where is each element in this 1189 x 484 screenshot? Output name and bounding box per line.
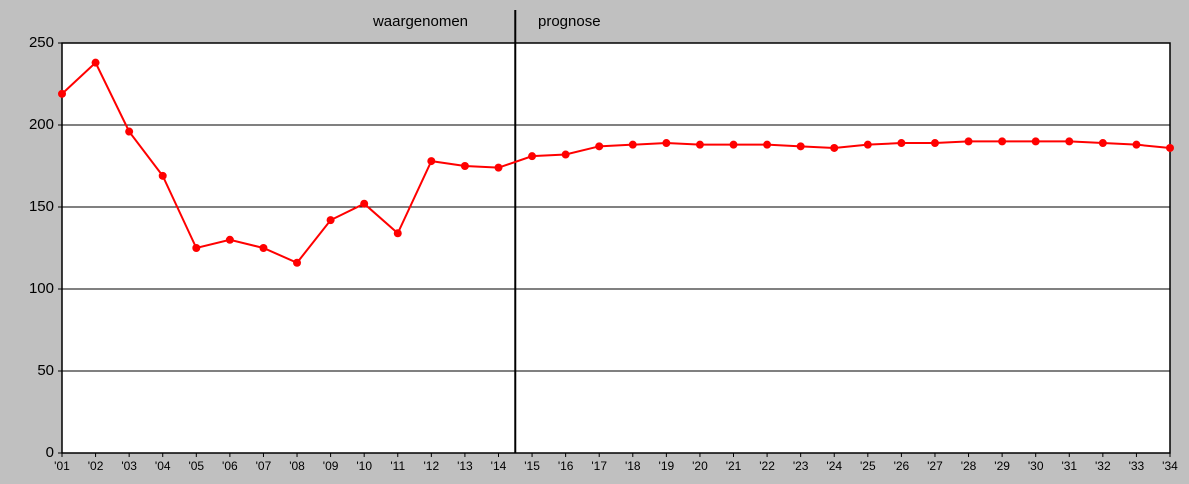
point	[360, 199, 369, 208]
x-tick-label: '32	[1095, 459, 1111, 473]
x-tick-label: '31	[1061, 459, 1077, 473]
point	[796, 142, 805, 151]
x-tick-label: '05	[188, 459, 204, 473]
x-tick-label: '01	[54, 459, 70, 473]
point	[1166, 143, 1174, 152]
annotation: waargenomen	[372, 13, 468, 30]
x-tick-label: '26	[894, 459, 910, 473]
point	[729, 140, 738, 149]
point	[259, 244, 268, 252]
x-tick-label: '07	[256, 459, 272, 473]
x-tick-label: '13	[457, 459, 473, 473]
x-tick-label: '09	[323, 459, 339, 473]
x-tick-label: '11	[390, 459, 405, 473]
point	[1065, 137, 1074, 146]
point	[192, 244, 201, 252]
x-tick-label: '16	[558, 459, 574, 473]
point	[326, 216, 335, 225]
point	[561, 150, 570, 159]
plot-area	[62, 43, 1170, 453]
x-tick-label: '18	[625, 459, 641, 473]
point	[662, 139, 671, 148]
x-tick-label: '03	[121, 459, 137, 473]
x-tick-label: '19	[659, 459, 675, 473]
x-tick-label: '14	[491, 459, 507, 473]
x-tick-label: '17	[591, 459, 607, 473]
x-tick-label: '27	[927, 459, 943, 473]
x-tick-label: '22	[759, 459, 775, 473]
x-tick-label: '08	[289, 459, 305, 473]
point	[930, 139, 939, 148]
y-tick-label: 250	[29, 34, 54, 51]
x-tick-label: '20	[692, 459, 708, 473]
x-tick-label: '04	[155, 459, 171, 473]
point	[293, 258, 302, 267]
x-tick-label: '33	[1129, 459, 1145, 473]
plot-border	[61, 42, 1171, 454]
point	[393, 229, 402, 238]
y-tick-label: 150	[29, 198, 54, 215]
x-tick-label: '02	[88, 459, 104, 473]
x-tick-label: '06	[222, 459, 238, 473]
line	[61, 61, 1171, 264]
x-tick-label: '21	[726, 459, 742, 473]
y-tick-label: 100	[29, 280, 54, 297]
point	[595, 142, 604, 151]
annotation: prognose	[538, 13, 601, 30]
point	[695, 140, 704, 149]
point	[897, 139, 906, 148]
y-tick-label: 50	[37, 362, 54, 379]
x-tick-label: '23	[793, 459, 809, 473]
point	[225, 235, 234, 244]
point	[58, 89, 66, 98]
point	[427, 157, 436, 166]
y-tick-label: 0	[46, 444, 54, 461]
y-tick-label: 200	[29, 116, 54, 133]
x-tick-label: '10	[356, 459, 372, 473]
point	[494, 163, 503, 172]
x-tick-label: '24	[826, 459, 842, 473]
point	[964, 137, 973, 146]
point	[528, 152, 537, 161]
point	[628, 140, 637, 149]
point	[460, 162, 469, 170]
point	[998, 137, 1007, 146]
x-tick-label: '12	[424, 459, 440, 473]
x-tick-label: '29	[994, 459, 1010, 473]
point	[125, 127, 134, 136]
x-tick-label: '30	[1028, 459, 1044, 473]
x-tick-label: '25	[860, 459, 876, 473]
point	[863, 140, 872, 149]
point	[158, 171, 167, 180]
x-tick-label: '15	[524, 459, 540, 473]
point	[763, 140, 772, 149]
x-tick-label: '28	[961, 459, 977, 473]
point	[1098, 139, 1107, 148]
x-tick-label: '34	[1162, 459, 1178, 473]
point	[830, 143, 839, 152]
point	[91, 58, 100, 67]
point	[1031, 137, 1040, 146]
point	[1132, 140, 1141, 149]
